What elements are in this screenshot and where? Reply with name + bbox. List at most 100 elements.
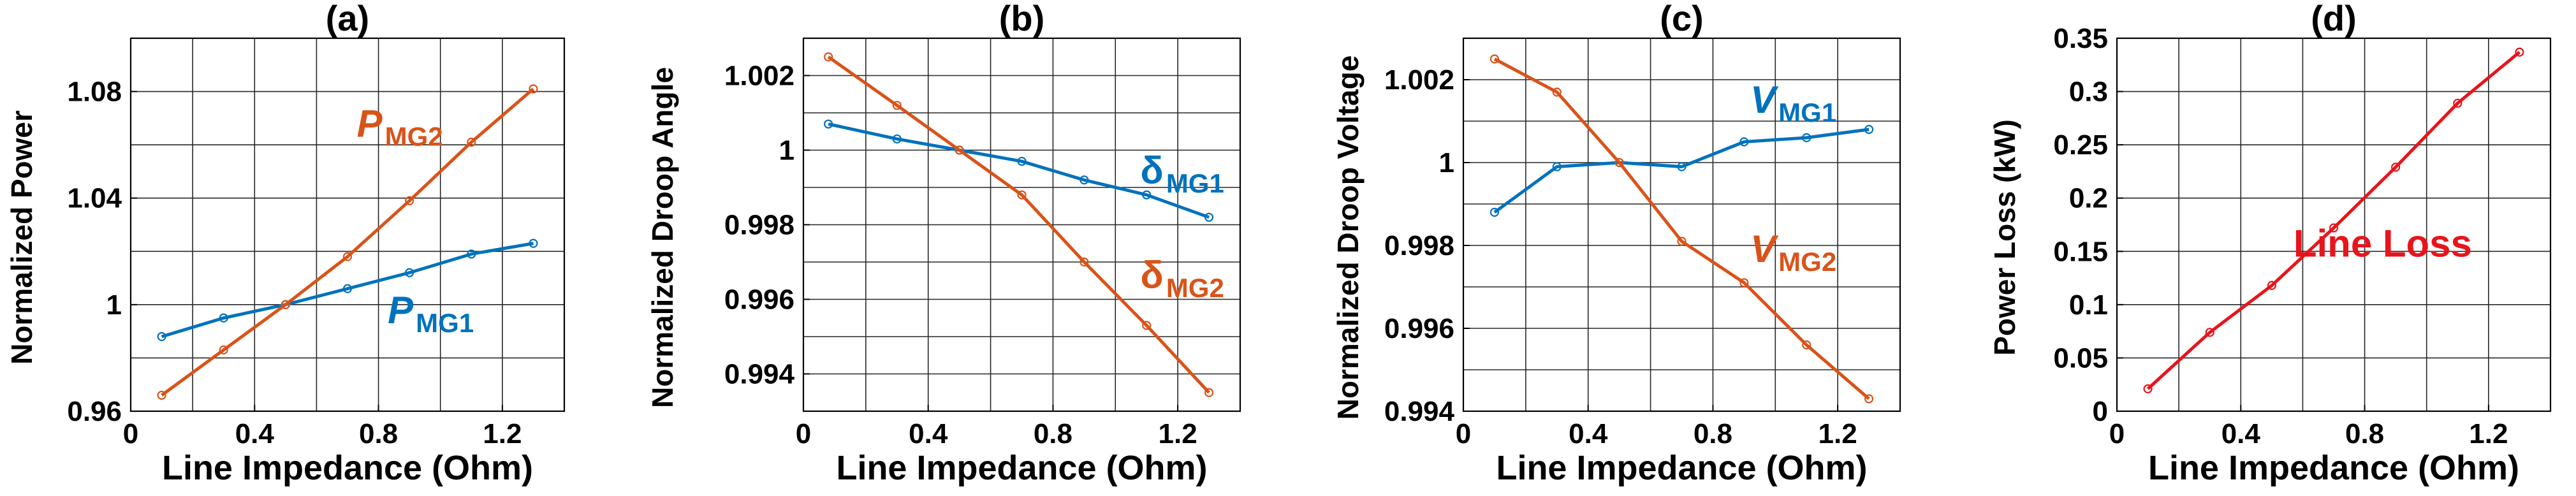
data-point (2391, 163, 2401, 172)
data-point (1739, 137, 1749, 147)
x-tick-label: 0.4 (909, 418, 948, 449)
series-annotation: VMG1 (1750, 78, 1836, 128)
annotation-subscript: MG1 (1778, 98, 1836, 128)
data-point (342, 284, 353, 293)
data-point (467, 137, 476, 147)
x-tick-label: 0.4 (235, 418, 275, 449)
data-point (1677, 162, 1687, 171)
y-tick-label: 0.996 (1384, 313, 1454, 344)
y-tick-label: 1 (779, 135, 794, 166)
x-axis-label: Line Impedance (Ohm) (1496, 449, 1867, 487)
annotation-subscript: MG2 (1778, 247, 1836, 277)
axes-frame (129, 37, 566, 412)
data-point (1802, 340, 1811, 350)
x-tick-label: 0.8 (1034, 418, 1072, 449)
y-tick-label: 0.994 (724, 359, 795, 390)
axes-frame (2116, 37, 2552, 412)
data-point (1017, 156, 1027, 166)
x-tick-label: 0 (1456, 418, 1471, 449)
data-point (1614, 157, 1624, 168)
data-point (342, 252, 353, 261)
data-point (1079, 175, 1089, 185)
x-axis-label: Line Impedance (Ohm) (162, 449, 533, 487)
x-tick-label: 0.8 (1694, 418, 1732, 449)
data-point (892, 134, 902, 144)
annotation-base: δ (1140, 149, 1163, 192)
y-axis-label: Power Loss (kW) (1988, 119, 2021, 356)
series-line-orange (827, 55, 1210, 394)
series-line-orange (1493, 57, 1870, 400)
panel-c: 0 0.4 0.8 1.2 0.994 0.996 0.998 1 1.002 (c) Line I… (1331, 0, 1901, 487)
panel-d: 0 0.4 0.8 1.2 0 0.05 0.1 0.15 0.2 0.25 0.3 0.35 (d) L… (1988, 0, 2552, 487)
data-point (1864, 394, 1874, 404)
annotation-base: V (1750, 78, 1779, 121)
y-tick-label: 0.998 (1384, 230, 1454, 261)
y-tick-label: 0.996 (724, 284, 794, 316)
data-point (1017, 190, 1027, 200)
data-point (1142, 190, 1152, 200)
panel-a: 0 0.4 0.8 1.2 0.96 1 1.04 1.08 (a) Line Impedance… (5, 0, 566, 487)
x-tick-label: 1.2 (1819, 418, 1857, 449)
data-point (1079, 257, 1089, 267)
data-point (2267, 281, 2276, 290)
y-tick-label: 1.002 (1384, 64, 1454, 96)
annotation-subscript: MG1 (416, 308, 474, 338)
series-annotation: Line Loss (2294, 222, 2472, 265)
panel-b: 0 0.4 0.8 1.2 0.994 0.996 0.998 1 1.002 (b) Line I… (646, 0, 1241, 487)
y-tick-label: 0.1 (2069, 289, 2108, 321)
x-tick-label: 0 (2109, 418, 2125, 449)
data-point (1142, 321, 1152, 330)
y-tick-label: 0 (2093, 396, 2108, 427)
series-line-red (2146, 50, 2521, 390)
annotation-base: P (388, 289, 414, 332)
series-annotation: PMG2 (357, 103, 443, 152)
y-tick-label: 0.994 (1384, 396, 1455, 427)
x-tick-label: 0.4 (1569, 418, 1608, 449)
series-line-blue (828, 122, 1210, 219)
data-point (281, 300, 290, 309)
y-tick-label: 0.15 (2053, 236, 2108, 267)
data-point (467, 249, 476, 259)
y-tick-label: 1.08 (67, 77, 122, 108)
annotation-base: Line Loss (2294, 222, 2472, 265)
data-point (955, 145, 964, 155)
y-tick-label: 0.998 (724, 210, 794, 241)
data-point (405, 268, 414, 277)
data-point (219, 345, 228, 354)
annotation-subscript: MG2 (1166, 273, 1224, 303)
panel-title: (b) (999, 0, 1045, 38)
x-tick-label: 0.4 (2221, 418, 2261, 449)
data-point (529, 238, 538, 248)
data-point (824, 119, 833, 129)
y-tick-label: 0.35 (2053, 23, 2108, 54)
data-point (529, 84, 538, 94)
y-tick-label: 0.2 (2069, 183, 2108, 214)
x-tick-label: 0.8 (2345, 418, 2384, 449)
y-tick-label: 0.05 (2053, 342, 2108, 374)
annotation-base: P (357, 103, 383, 145)
data-point (2453, 98, 2463, 108)
annotation-subscript: MG1 (1166, 168, 1224, 198)
data-point (1204, 388, 1214, 397)
series-line-blue (1493, 128, 1870, 214)
series-line-blue (161, 242, 534, 339)
y-tick-label: 1.04 (67, 183, 122, 214)
data-point (1677, 237, 1687, 246)
data-point (824, 52, 833, 62)
panel-title: (a) (326, 0, 369, 38)
series-annotation: δMG1 (1140, 149, 1224, 198)
data-point (1204, 212, 1214, 222)
x-tick-label: 1.2 (1159, 418, 1197, 449)
data-point (2515, 47, 2524, 57)
y-axis-label: Normalized Droop Voltage (1331, 55, 1365, 420)
x-tick-label: 0.8 (359, 418, 398, 449)
x-axis-label: Line Impedance (Ohm) (836, 449, 1207, 487)
x-tick-label: 1.2 (2469, 418, 2508, 449)
data-point (1552, 162, 1562, 171)
y-tick-label: 1.002 (724, 61, 794, 92)
y-tick-label: 0.3 (2069, 77, 2108, 108)
data-point (157, 332, 166, 342)
data-point (1802, 133, 1811, 143)
data-point (1489, 207, 1500, 217)
series-annotation: PMG1 (388, 289, 474, 338)
